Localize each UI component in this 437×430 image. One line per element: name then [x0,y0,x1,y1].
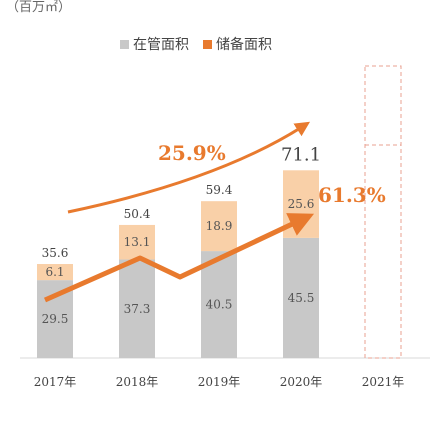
total-label-2020年: 71.1 [281,144,321,165]
total-label-2018年: 50.4 [124,207,151,221]
legend: 在管面积 储备面积 [120,34,272,54]
bar-managed-2020年 [283,237,319,358]
bar-managed-2018年 [119,259,155,358]
legend-item-reserve: 储备面积 [203,34,272,54]
value-label-reserve-2017年: 6.1 [45,265,64,279]
legend-swatch-managed [120,39,129,49]
legend-item-managed: 在管面积 [120,34,189,54]
value-label-managed-2017年: 29.5 [42,312,69,326]
value-label-managed-2020年: 45.5 [288,291,315,305]
total-label-2017年: 35.6 [42,246,69,260]
total-label-2019年: 59.4 [206,183,233,197]
bar-managed-2019年 [201,251,237,358]
value-label-reserve-2020年: 25.6 [288,197,315,211]
growth-arrow-lower [43,213,315,303]
legend-label-reserve: 储备面积 [216,37,272,53]
growth-label-lower: 61.3% [318,183,386,207]
bar-reserve-2017年 [37,264,73,281]
legend-label-managed: 在管面积 [133,37,189,53]
value-label-reserve-2018年: 13.1 [124,235,151,249]
unit-label: （百万㎡） [6,0,72,15]
growth-label-upper: 25.9% [158,141,226,165]
value-label-managed-2018年: 37.3 [124,302,151,316]
legend-swatch-reserve [203,39,212,49]
bar-reserve-2018年 [119,224,155,260]
value-label-reserve-2019年: 18.9 [206,219,233,233]
bar-placeholder-2021年 [364,65,402,359]
category-label-2018年: 2018年 [116,375,159,389]
category-label-2021年: 2021年 [362,375,405,389]
category-label-2017年: 2017年 [34,375,77,389]
category-label-2020年: 2020年 [280,375,323,389]
bar-reserve-2019年 [201,201,237,252]
value-label-managed-2019年: 40.5 [206,298,233,312]
category-label-2019年: 2019年 [198,375,241,389]
growth-arrow-upper [67,121,311,214]
